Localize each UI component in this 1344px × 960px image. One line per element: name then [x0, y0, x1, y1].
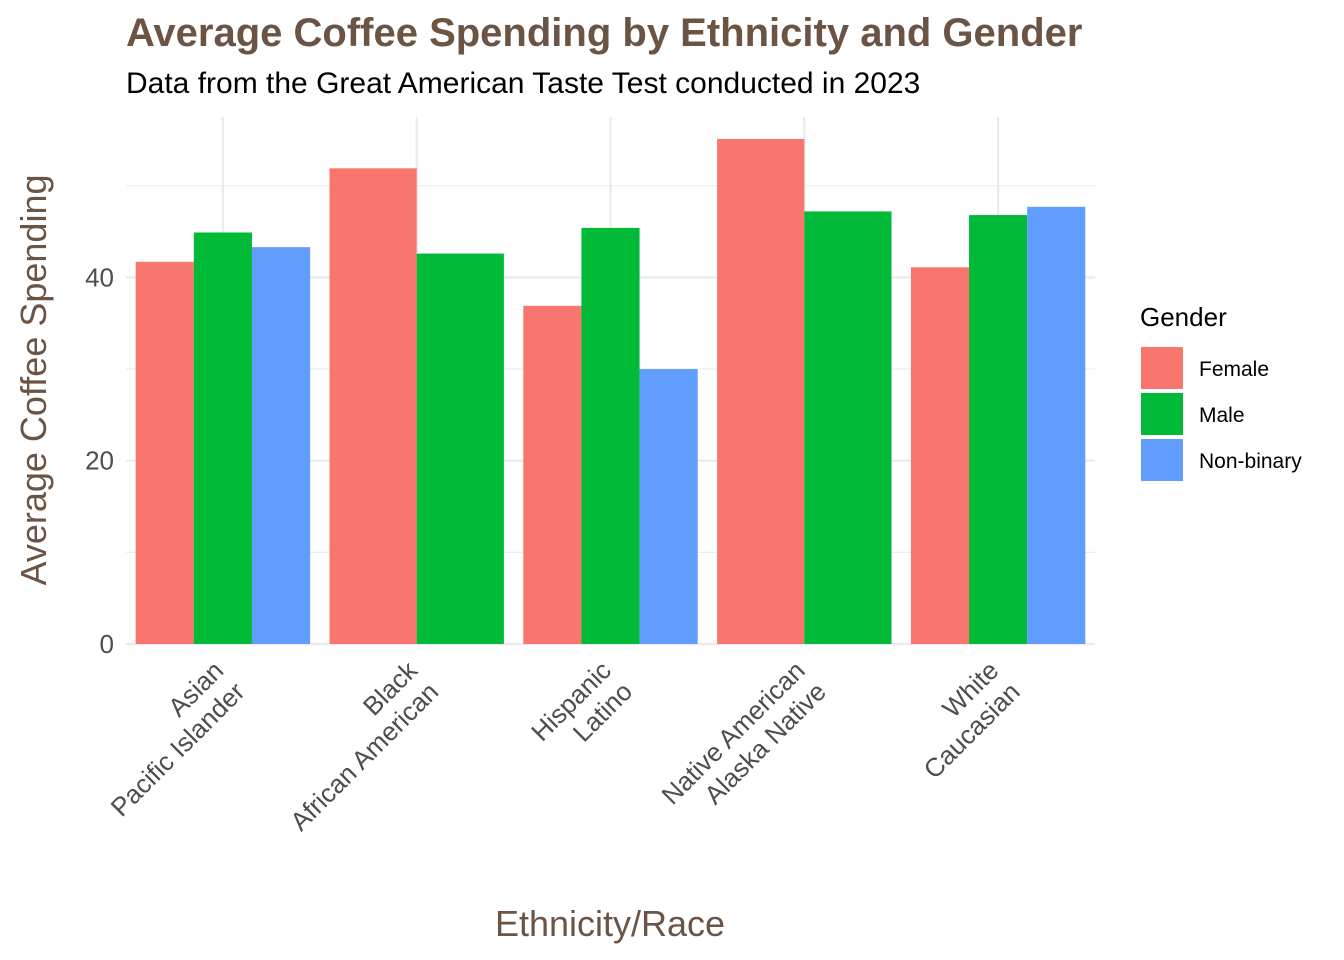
bar-male	[416, 253, 504, 644]
legend-label: Female	[1199, 358, 1269, 381]
x-axis-ticks: AsianPacific Islander BlackAfrican Americ…	[83, 654, 1026, 836]
legend-key-female	[1141, 347, 1183, 389]
x-tick-label: HispanicLatino	[525, 655, 638, 768]
y-tick-label: 40	[85, 262, 114, 292]
bar-male	[193, 232, 252, 644]
legend-label: Non-binary	[1199, 450, 1302, 473]
bars	[135, 138, 1086, 645]
x-tick-label: BlackAfrican American	[263, 654, 445, 836]
x-axis-title: Ethnicity/Race	[495, 903, 725, 944]
legend-label: Male	[1199, 404, 1245, 427]
x-tick-label: WhiteCaucasian	[896, 655, 1025, 784]
legend-key-male	[1141, 393, 1183, 435]
x-tick-label: AsianPacific Islander	[83, 655, 250, 822]
chart-subtitle: Data from the Great American Taste Test …	[126, 67, 920, 100]
legend: Gender Female Male Non-binary	[1140, 302, 1302, 481]
bar-male	[969, 215, 1028, 645]
chart-title: Average Coffee Spending by Ethnicity and…	[126, 11, 1082, 55]
legend-title: Gender	[1140, 302, 1227, 332]
bar-non-binary	[639, 369, 698, 644]
bar-female	[523, 305, 582, 644]
bar-female	[910, 267, 970, 644]
bar-non-binary	[251, 247, 311, 644]
y-axis-title: Average Coffee Spending	[13, 175, 54, 586]
legend-key-non-binary	[1141, 439, 1183, 481]
x-tick-label: Native AmericanAlaska Native	[656, 655, 832, 831]
y-tick-label: 0	[100, 629, 114, 659]
y-tick-label: 20	[85, 446, 114, 476]
bar-female	[135, 261, 194, 644]
bar-non-binary	[1027, 206, 1086, 644]
bar-female	[329, 168, 417, 645]
bar-male	[804, 211, 892, 644]
bar-male	[581, 227, 640, 645]
y-axis-ticks: 0 20 40	[85, 262, 114, 659]
bar-female	[717, 138, 805, 644]
